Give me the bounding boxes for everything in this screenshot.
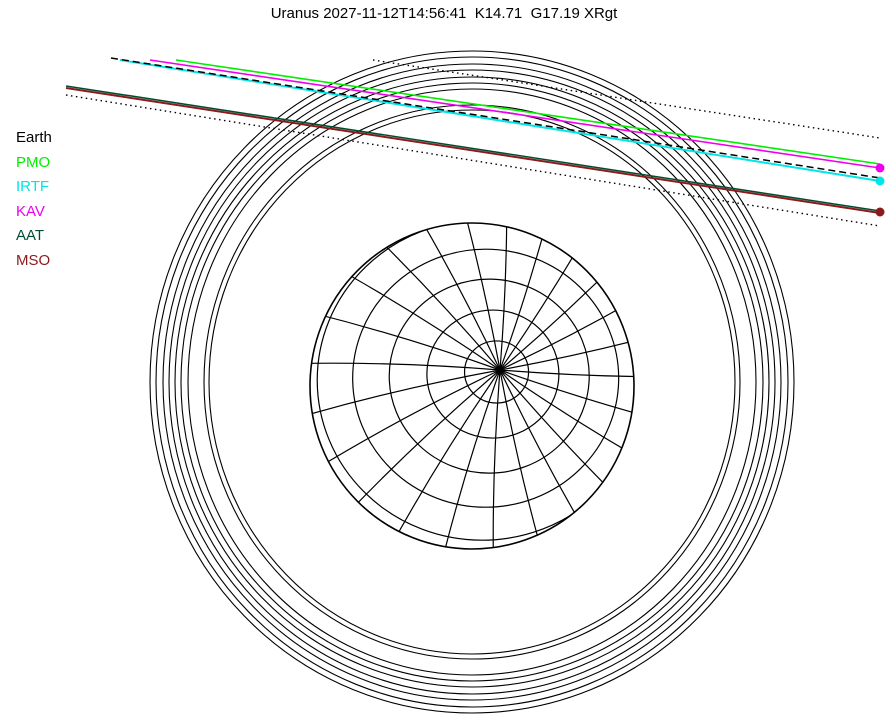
ring-2: [155, 56, 789, 708]
longitude-line: [310, 369, 501, 536]
ring-7: [187, 88, 757, 676]
globe-grid: [310, 223, 634, 549]
longitude-line: [499, 223, 508, 371]
mso-end-marker: [875, 207, 885, 217]
legend-earth: Earth: [16, 129, 52, 146]
irtf-track: [119, 59, 881, 182]
longitude-line: [414, 223, 501, 371]
longitude-line: [499, 369, 634, 549]
longitude-line: [310, 223, 501, 371]
irtf-end-marker: [875, 176, 885, 186]
longitude-line: [499, 369, 634, 457]
diagram-title: Uranus 2027-11-12T14:56:41 K14.71 G17.19…: [270, 5, 618, 22]
ring-6: [180, 82, 764, 682]
ring-1: [149, 50, 795, 714]
longitude-line: [499, 284, 634, 371]
pmo-track: [175, 59, 881, 165]
upper-limit-line: [372, 59, 881, 139]
planet-globe: [309, 222, 635, 550]
longitude-line: [499, 369, 634, 378]
latitude-line: [388, 278, 590, 474]
ring-3: [162, 63, 782, 701]
longitude-line: [310, 223, 501, 371]
mso-track: [65, 87, 881, 214]
longitude-line: [499, 369, 634, 549]
longitude-line: [310, 283, 501, 371]
latitude-line: [352, 248, 620, 508]
kav-track: [149, 59, 881, 169]
longitude-line: [499, 369, 634, 536]
legend-mso: MSO: [16, 251, 51, 269]
longitude-line: [334, 369, 501, 549]
longitude-line: [334, 223, 501, 371]
legend: Earth PMO IRTF KAV AAT MSO: [16, 126, 52, 273]
longitude-line: [499, 369, 586, 549]
earth-track: [110, 57, 881, 179]
longitude-line: [499, 223, 634, 371]
latitude-line: [310, 223, 634, 549]
ring-5: [174, 76, 770, 688]
longitude-line: [492, 369, 501, 549]
longitude-line: [310, 369, 501, 456]
latitude-line: [310, 223, 634, 549]
planet-limb: [309, 222, 635, 550]
aat-track: [65, 85, 881, 212]
longitude-line: [310, 369, 501, 549]
ring-system: [149, 50, 795, 714]
kav-end-marker: [875, 163, 885, 173]
legend-irtf: IRTF: [16, 178, 50, 195]
longitude-line: [499, 223, 634, 371]
legend-kav: KAV: [16, 202, 45, 220]
latitude-line: [426, 309, 560, 439]
latitude-line: [316, 223, 634, 541]
longitude-line: [499, 223, 587, 371]
ring-8: [203, 104, 741, 660]
legend-pmo: PMO: [16, 153, 51, 171]
longitude-line: [413, 369, 501, 549]
legend-aat: AAT: [16, 227, 45, 244]
ring-4: [168, 69, 776, 695]
latitude-line: [310, 223, 634, 549]
ring-9: [208, 109, 736, 655]
occultation-tracks: [65, 57, 885, 227]
longitude-line: [310, 362, 501, 371]
